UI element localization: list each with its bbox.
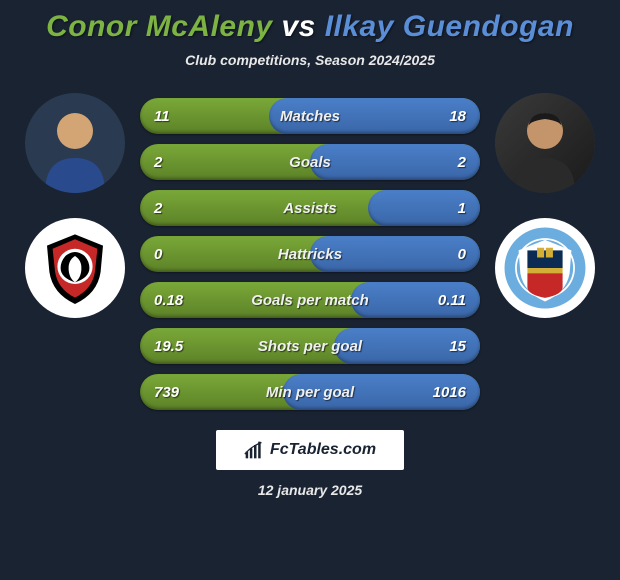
player1-photo	[25, 93, 125, 193]
player1-club-badge	[25, 218, 125, 318]
page-title: Conor McAleny vs Ilkay Guendogan	[46, 10, 574, 44]
footer: FcTables.com 12 january 2025	[216, 430, 404, 498]
stat-value-left: 2	[154, 200, 214, 217]
stat-label: Shots per goal	[214, 338, 406, 355]
stat-value-right: 0.11	[406, 292, 466, 309]
player1-name: Conor McAleny	[46, 10, 273, 43]
main-area: 11Matches182Goals22Assists10Hattricks00.…	[0, 88, 620, 410]
stat-value-left: 0.18	[154, 292, 214, 309]
stat-value-right: 1	[406, 200, 466, 217]
player2-photo	[495, 93, 595, 193]
player2-avatar	[495, 93, 595, 193]
stat-value-right: 2	[406, 154, 466, 171]
brand-logo: FcTables.com	[216, 430, 404, 470]
club1-shield-icon	[35, 228, 115, 308]
stat-value-right: 1016	[406, 384, 466, 401]
person-silhouette-icon	[25, 93, 125, 193]
brand-text: FcTables.com	[270, 441, 376, 459]
right-column	[490, 88, 600, 318]
stat-row: 2Assists1	[140, 190, 480, 226]
left-column	[20, 88, 130, 318]
person-silhouette-icon	[495, 93, 595, 193]
stat-value-left: 19.5	[154, 338, 214, 355]
player2-name: Ilkay Guendogan	[325, 10, 574, 43]
stat-label: Matches	[214, 108, 406, 125]
subtitle: Club competitions, Season 2024/2025	[185, 52, 435, 68]
stat-row: 0Hattricks0	[140, 236, 480, 272]
date-text: 12 january 2025	[258, 482, 362, 498]
stat-value-left: 2	[154, 154, 214, 171]
vs-text: vs	[281, 10, 315, 43]
stat-label: Hattricks	[214, 246, 406, 263]
player2-club-badge	[495, 218, 595, 318]
stat-row: 11Matches18	[140, 98, 480, 134]
stat-value-left: 739	[154, 384, 214, 401]
chart-bars-icon	[244, 440, 264, 460]
stat-row: 19.5Shots per goal15	[140, 328, 480, 364]
stat-row: 0.18Goals per match0.11	[140, 282, 480, 318]
player1-avatar	[25, 93, 125, 193]
stat-value-right: 18	[406, 108, 466, 125]
stat-value-left: 0	[154, 246, 214, 263]
stat-row: 739Min per goal1016	[140, 374, 480, 410]
stat-value-right: 0	[406, 246, 466, 263]
stat-label: Min per goal	[214, 384, 406, 401]
club2-roundel-icon	[501, 224, 589, 312]
stats-column: 11Matches182Goals22Assists10Hattricks00.…	[140, 88, 480, 410]
stat-label: Assists	[214, 200, 406, 217]
stat-value-left: 11	[154, 108, 214, 125]
stat-label: Goals	[214, 154, 406, 171]
stat-value-right: 15	[406, 338, 466, 355]
stat-row: 2Goals2	[140, 144, 480, 180]
stat-label: Goals per match	[214, 292, 406, 309]
comparison-card: Conor McAleny vs Ilkay Guendogan Club co…	[0, 0, 620, 580]
